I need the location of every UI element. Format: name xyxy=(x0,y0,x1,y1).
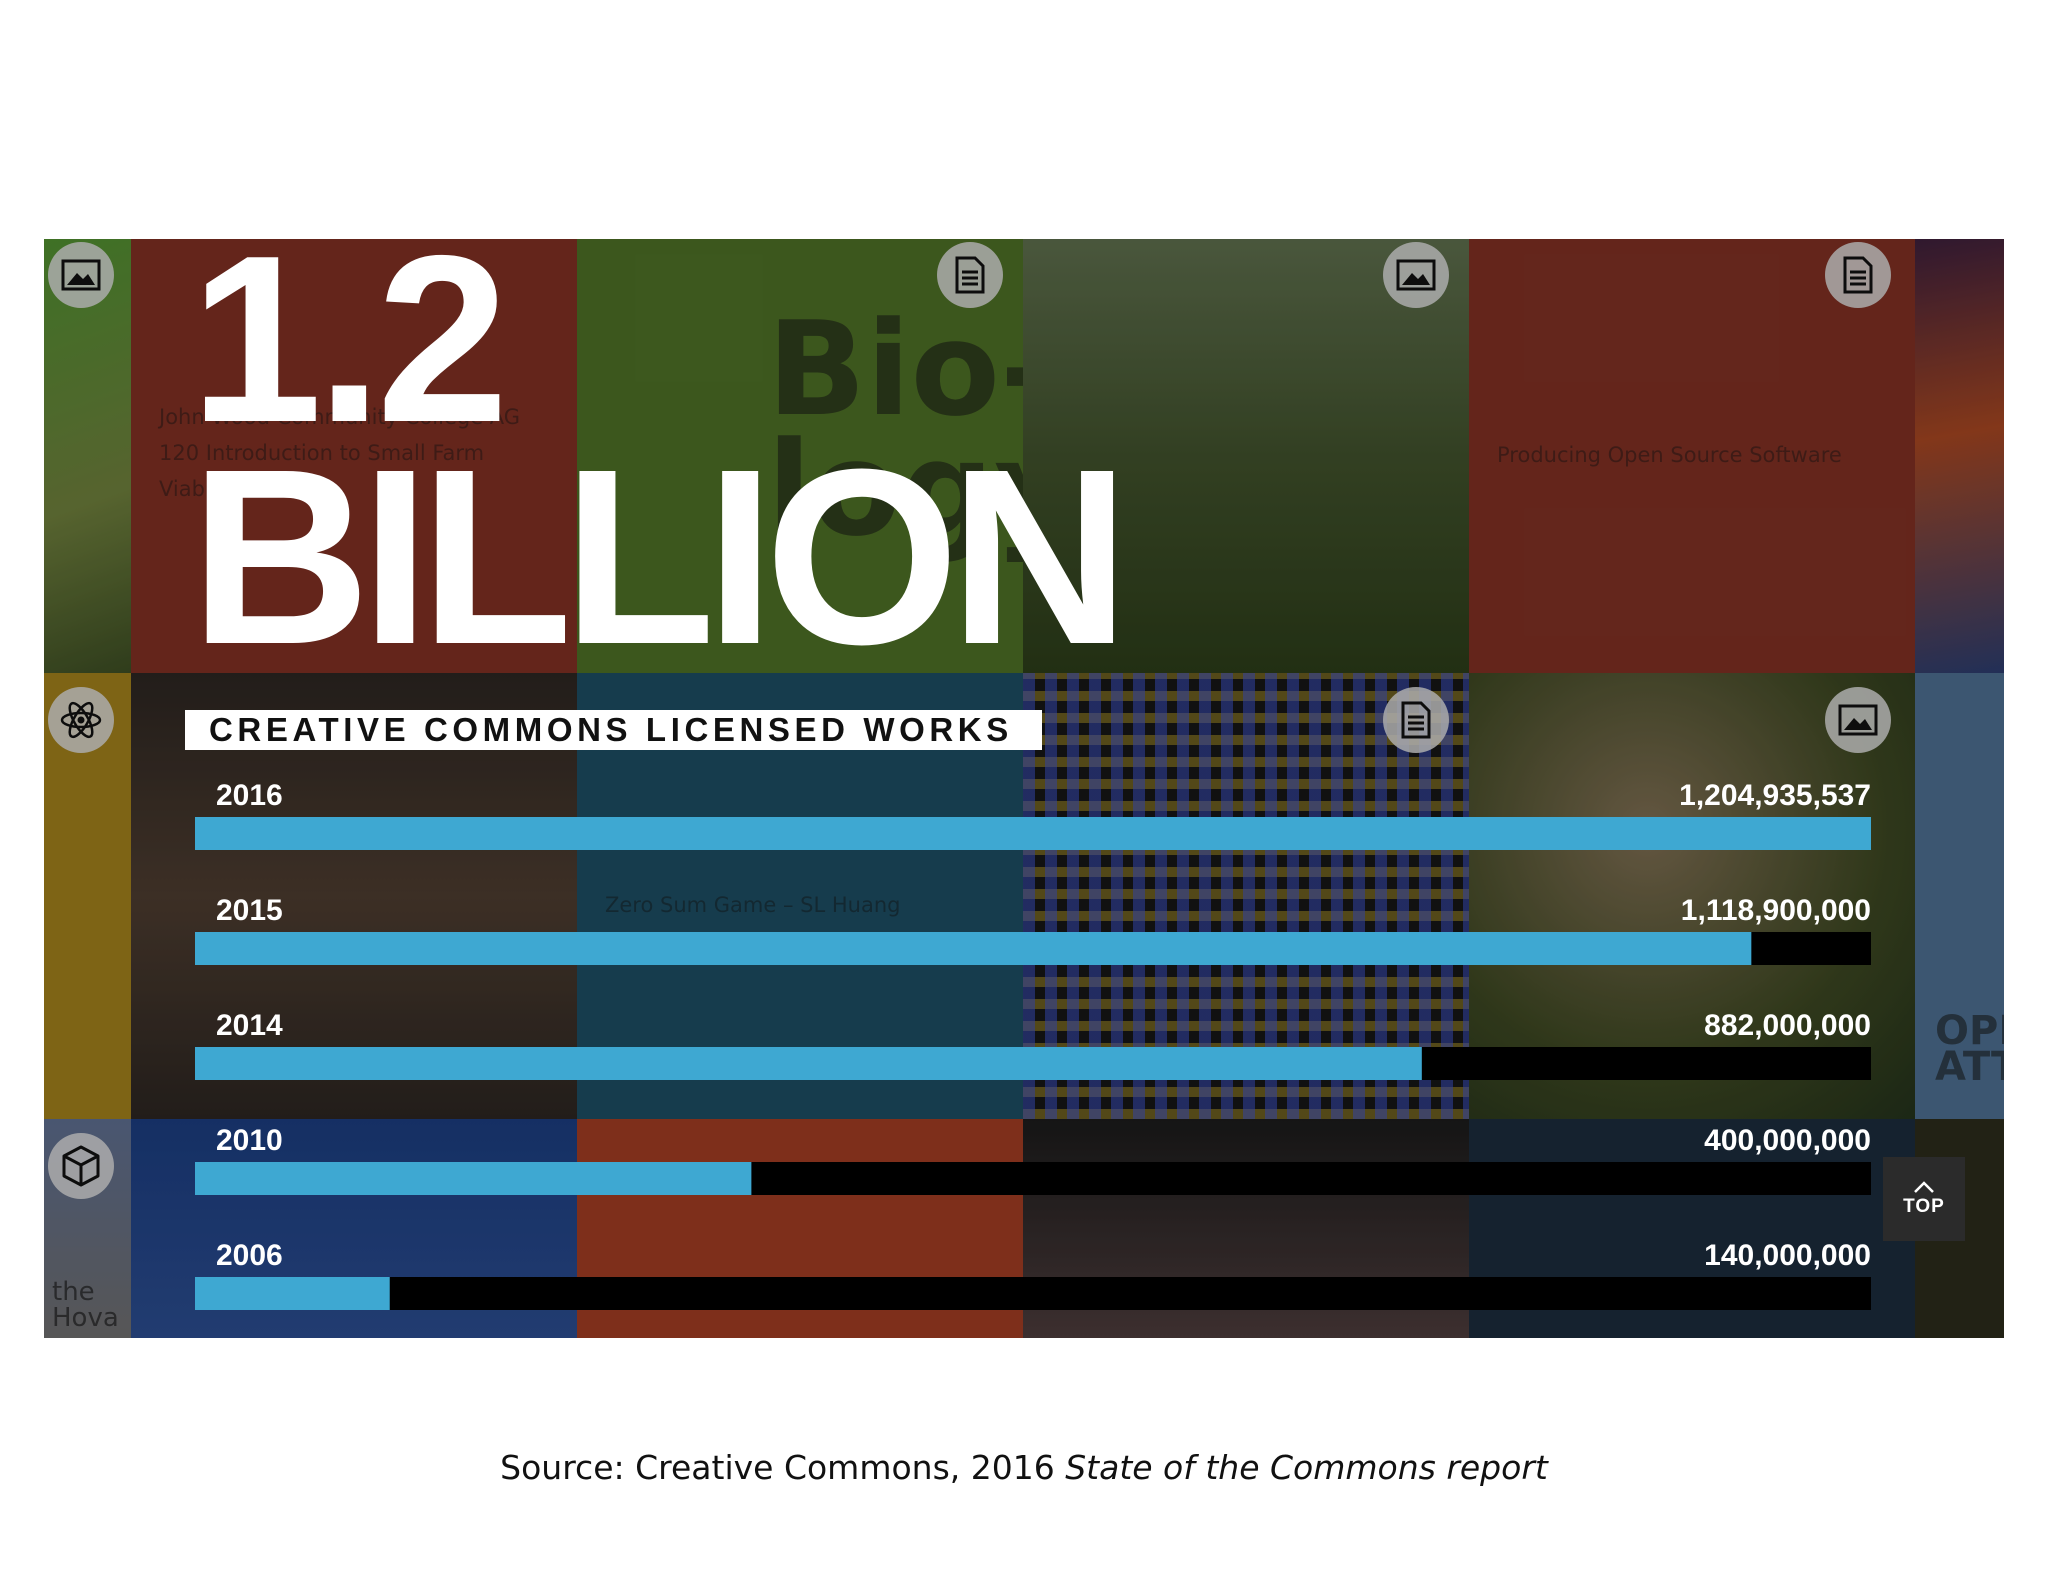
farm-doc-text: John Wood Community College AG 120 Intro… xyxy=(159,405,521,501)
tile-pixel-pattern xyxy=(1023,673,1469,1119)
image-type-icon xyxy=(1383,242,1449,308)
caption-prefix: Source: Creative Commons, 2016 xyxy=(500,1448,1066,1487)
hova-text: the Hova xyxy=(52,1277,119,1333)
headline-number: 1.2 xyxy=(190,239,509,472)
game-doc-text: Zero Sum Game – SL Huang xyxy=(605,893,901,917)
tile-space-photo xyxy=(1915,239,2004,673)
year-label: 2016 xyxy=(216,779,283,812)
value-label: 1,118,900,000 xyxy=(1681,894,1871,927)
document-type-icon xyxy=(937,242,1003,308)
chevron-up-icon xyxy=(1914,1181,1934,1193)
tile-green-photo xyxy=(44,239,131,673)
science-atom-icon xyxy=(48,687,114,753)
software-doc-text: Producing Open Source Software xyxy=(1497,443,1842,467)
bar-track xyxy=(195,1277,1871,1310)
attr-text: OPEN ATTR xyxy=(1935,1008,2004,1090)
scroll-top-label: TOP xyxy=(1903,1196,1945,1217)
chart-title: CREATIVE COMMONS LICENSED WORKS xyxy=(185,710,1042,750)
tile-farm-doc: John Wood Community College AG 120 Intro… xyxy=(131,239,577,673)
3d-object-icon xyxy=(48,1133,114,1199)
tile-biology: Bio- logy xyxy=(577,239,1023,673)
source-caption: Source: Creative Commons, 2016 State of … xyxy=(0,1448,2048,1487)
bar-chart: 2016 1,204,935,537 2015 1,118,900,000 2014 88… xyxy=(195,779,1871,1310)
value-label: 400,000,000 xyxy=(1704,1124,1871,1157)
year-label: 2015 xyxy=(216,894,283,927)
document-type-icon xyxy=(1825,242,1891,308)
tile-software-doc: Producing Open Source Software xyxy=(1469,239,1915,673)
value-label: 140,000,000 xyxy=(1704,1239,1871,1272)
tile-forest-photo xyxy=(1023,239,1469,673)
infographic-panel: John Wood Community College AG 120 Intro… xyxy=(44,239,2004,1338)
scroll-top-button[interactable]: TOP xyxy=(1883,1157,1965,1241)
document-type-icon xyxy=(1383,687,1449,753)
year-label: 2006 xyxy=(216,1239,283,1272)
value-label: 1,204,935,537 xyxy=(1679,779,1871,812)
tile-attribution: OPEN ATTR xyxy=(1915,673,2004,1119)
caption-report-title: State of the Commons report xyxy=(1065,1448,1548,1487)
value-label: 882,000,000 xyxy=(1704,1009,1871,1042)
bar-2006 xyxy=(195,1277,390,1310)
image-type-icon xyxy=(1825,687,1891,753)
bar-2014 xyxy=(195,1047,1422,1080)
bar-2010 xyxy=(195,1162,752,1195)
headline-word: BILLION xyxy=(190,417,1130,696)
bar-2016 xyxy=(195,817,1871,850)
bar-2015 xyxy=(195,932,1752,965)
year-label: 2014 xyxy=(216,1009,283,1042)
image-type-icon xyxy=(48,242,114,308)
year-label: 2010 xyxy=(216,1124,283,1157)
biology-text: Bio- logy xyxy=(767,293,1023,565)
